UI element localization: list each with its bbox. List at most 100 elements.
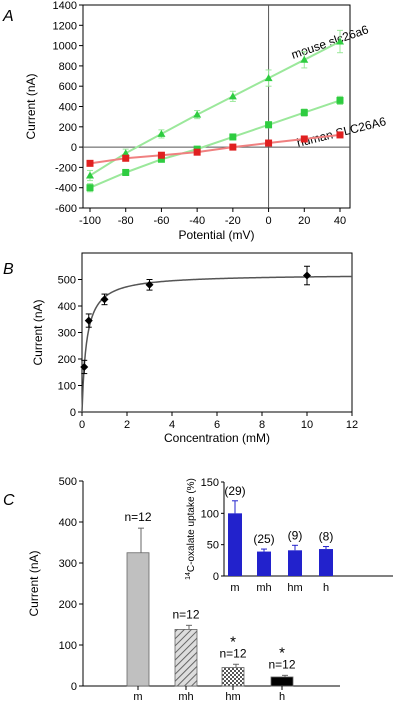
panel-b-y-axis-label: Current (nA): [31, 299, 45, 365]
inset-y-tick-label: 100: [201, 508, 219, 520]
panel-b-point: [80, 362, 89, 371]
panel-a-y-tick-label: -600: [55, 203, 77, 215]
inset-y-axis-label: 14C-oxalate uptake (%): [185, 478, 197, 580]
panel-a-y-tick-label: -200: [55, 162, 77, 174]
series-2-point: [193, 148, 201, 156]
panel-c-x-tick-label: mh: [178, 691, 193, 702]
inset-bar-mh: [257, 551, 271, 576]
panel-c-y-tick-label: 100: [59, 640, 77, 652]
panel-a-y-tick-label: 600: [59, 81, 77, 93]
series-2-point: [86, 159, 94, 167]
bar-m-n-label: n=12: [124, 510, 151, 524]
series-1-point: [122, 168, 130, 176]
panel-b-x-tick-label: 6: [214, 419, 220, 431]
bar-h-significance-star: *: [279, 644, 285, 661]
panel-a-chart: Current (nA) Potential (mV) mouse slc26a…: [24, 0, 388, 242]
panel-c-y-tick-label: 500: [59, 476, 77, 488]
bar-mh: [174, 629, 198, 687]
panel-b-point: [100, 295, 109, 304]
inset-x-tick-label: hm: [287, 582, 302, 594]
panel-b-label: B: [3, 261, 14, 278]
inset-bar-h: [319, 549, 333, 576]
bar-hm-significance-star: *: [230, 633, 236, 650]
panel-a-y-tick-label: 400: [59, 102, 77, 114]
series-2-point: [336, 131, 344, 139]
panel-a-y-tick-label: 200: [59, 122, 77, 134]
inset-y-label-superscript: 14: [185, 572, 192, 580]
panel-b-x-tick-label: 4: [169, 419, 175, 431]
panel-b-x-axis-label: Concentration (mM): [164, 431, 270, 445]
series-0-point: [228, 92, 237, 100]
inset-x-tick-label: h: [323, 582, 329, 594]
series-2-point: [122, 154, 130, 162]
panel-a-y-tick-label: 0: [71, 142, 77, 154]
panel-a-x-tick-label: -20: [225, 215, 241, 227]
inset-y-label-text: C-oxalate uptake (%): [186, 478, 197, 572]
panel-b-fit-curve: [81, 275, 353, 413]
inset-x-tick-label: m: [230, 582, 239, 594]
panel-c-x-tick-label: hm: [225, 691, 240, 702]
series-2-point: [157, 151, 165, 159]
bar-hm-n-label: n=12: [219, 646, 246, 660]
panel-c-y-tick-label: 400: [59, 517, 77, 529]
panel-b-y-tick-label: 100: [58, 381, 76, 393]
bar-h: [270, 676, 294, 687]
panel-c-x-tick-label: m: [133, 691, 142, 702]
series-1-point: [336, 96, 344, 104]
panel-b-point: [84, 316, 93, 325]
series-0-point: [300, 55, 309, 63]
series-0-point: [86, 171, 94, 179]
panel-b-x-tick-label: 8: [259, 419, 265, 431]
mouse-series-label: mouse slc26a6: [289, 22, 370, 62]
bar-mh-n-label: n=12: [172, 607, 199, 621]
panel-a-x-tick-label: -80: [118, 215, 134, 227]
panel-b-y-tick-label: 300: [58, 328, 76, 340]
series-0-point: [336, 37, 344, 45]
inset-y-tick-label: 0: [213, 571, 219, 583]
panel-c-y-axis-label: Current (nA): [27, 550, 41, 616]
inset-bar-hm: [288, 550, 302, 576]
panel-a-frame: [82, 4, 351, 209]
panel-b-y-tick-label: 500: [58, 275, 76, 287]
series-0-point: [121, 149, 130, 157]
inset-x-tick-label: mh: [256, 582, 271, 594]
panel-b-x-tick-label: 2: [124, 419, 130, 431]
panel-a-x-tick-label: 20: [298, 215, 310, 227]
panel-a-y-tick-label: 1200: [53, 20, 77, 32]
panel-a-y-tick-label: -400: [55, 183, 77, 195]
inset-y-tick-label: 50: [207, 540, 219, 552]
series-2-point: [300, 135, 308, 143]
panel-c-x-tick-label: h: [279, 691, 285, 702]
inset-bar-m-n-label: (29): [224, 484, 245, 498]
bar-m: [126, 552, 150, 687]
series-0-point: [193, 110, 202, 118]
inset-bar-hm-n-label: (9): [288, 528, 303, 542]
panel-b-point: [303, 271, 311, 280]
panel-b-y-tick-label: 400: [58, 301, 76, 313]
panel-a-x-axis-label: Potential (mV): [178, 228, 254, 242]
series-1-line: [89, 99, 341, 189]
panel-b-x-tick-label: 0: [79, 419, 85, 431]
inset-bar-m: [228, 513, 242, 576]
panel-a-label: A: [2, 8, 14, 25]
bar-h-n-label: n=12: [268, 657, 295, 671]
series-1-point: [86, 184, 94, 192]
panel-a-x-tick-label: 40: [334, 215, 346, 227]
series-1-point: [265, 121, 273, 129]
inset-bar-mh-n-label: (25): [253, 532, 274, 546]
panel-c-y-tick-label: 200: [59, 599, 77, 611]
series-2-point: [265, 139, 273, 147]
panel-c-y-tick-label: 300: [59, 558, 77, 570]
bar-hm: [221, 667, 245, 687]
series-0-point: [157, 129, 166, 137]
panel-a-y-tick-label: 1000: [53, 41, 77, 53]
panel-b-x-tick-label: 12: [346, 419, 358, 431]
inset-bar-h-n-label: (8): [319, 530, 334, 544]
inset-y-tick-label: 150: [201, 477, 219, 489]
series-1-point: [300, 109, 308, 117]
series-2-point: [229, 143, 237, 151]
series-0-point: [264, 74, 273, 82]
panel-a-y-axis-label: Current (nA): [24, 73, 38, 139]
series-1-point: [157, 155, 165, 163]
panel-c-y-tick-label: 0: [71, 681, 77, 693]
